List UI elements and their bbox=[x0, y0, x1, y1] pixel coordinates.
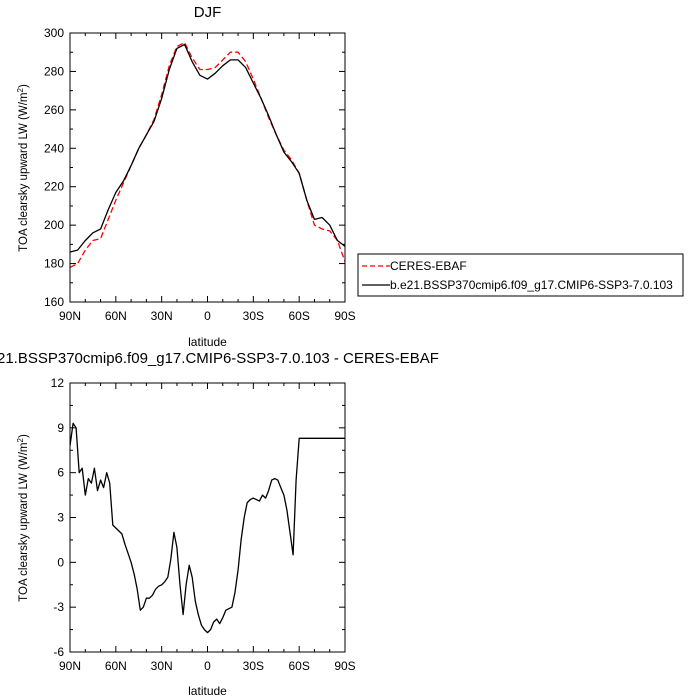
top-panel: DJF 90N 60N 30N 0 30S 60S 90S 160 180 200 220 240 26… bbox=[16, 4, 684, 349]
top-y-axis-label: TOA clearsky upward LW (W/m2) bbox=[16, 84, 30, 252]
bottom-x-tick-label: 90S bbox=[334, 659, 355, 673]
top-y-tick-label: 260 bbox=[44, 103, 64, 117]
bottom-y-tick-label: 0 bbox=[57, 555, 64, 569]
top-y-tick-label: 160 bbox=[44, 295, 64, 309]
legend-label-ceres: CERES-EBAF bbox=[390, 259, 467, 273]
bottom-x-axis-label: latitude bbox=[188, 684, 227, 698]
top-y-tick-label: 220 bbox=[44, 180, 64, 194]
top-x-tick-label: 30S bbox=[243, 309, 264, 323]
top-plot-area: 90N 60N 30N 0 30S 60S 90S 160 180 200 220 240 260 280… bbox=[44, 26, 356, 323]
bottom-panel: b.e21.BSSP370cmip6.f09_g17.CMIP6-SSP3-7.… bbox=[0, 350, 439, 698]
bottom-y-tick-label: -3 bbox=[53, 600, 64, 614]
top-y-tick-label: 300 bbox=[44, 26, 64, 40]
top-x-tick-label: 90S bbox=[334, 309, 355, 323]
bottom-y-tick-label: 3 bbox=[57, 511, 64, 525]
legend-box bbox=[357, 253, 684, 297]
top-x-tick-label: 60N bbox=[105, 309, 127, 323]
bottom-y-tick-label: 9 bbox=[57, 421, 64, 435]
bottom-x-tick-label: 0 bbox=[204, 659, 211, 673]
top-y-tick-label: 240 bbox=[44, 141, 64, 155]
bottom-x-tick-label: 60S bbox=[288, 659, 309, 673]
top-chart-title: DJF bbox=[194, 4, 222, 21]
bottom-y-axis-label: TOA clearsky upward LW (W/m2) bbox=[16, 434, 30, 602]
bottom-y-tick-label: -6 bbox=[53, 645, 64, 659]
legend-entry-model: b.e21.BSSP370cmip6.f09_g17.CMIP6-SSP3-7.… bbox=[362, 278, 673, 292]
bottom-chart-title: b.e21.BSSP370cmip6.f09_g17.CMIP6-SSP3-7.… bbox=[0, 350, 439, 367]
bottom-plot-area: 90N 60N 30N 0 30S 60S 90S -6 -3 0 3 6 9 12 bbox=[51, 376, 356, 673]
top-x-tick-label: 0 bbox=[204, 309, 211, 323]
bottom-plot-frame bbox=[69, 382, 346, 653]
top-series-line-1 bbox=[70, 43, 345, 253]
top-plot-frame bbox=[69, 32, 346, 303]
top-y-tick-label: 200 bbox=[44, 218, 64, 232]
legend: CERES-EBAF b.e21.BSSP370cmip6.f09_g17.CM… bbox=[357, 253, 684, 297]
bottom-y-tick-label: 6 bbox=[57, 466, 64, 480]
top-x-tick-label: 30N bbox=[151, 309, 173, 323]
legend-label-model: b.e21.BSSP370cmip6.f09_g17.CMIP6-SSP3-7.… bbox=[390, 278, 673, 292]
bottom-y-tick-label: 12 bbox=[51, 376, 65, 390]
bottom-series-line-0-difference bbox=[70, 422, 345, 634]
top-x-tick-label: 90N bbox=[59, 309, 81, 323]
bottom-x-tick-label: 30S bbox=[243, 659, 264, 673]
top-x-tick-label: 60S bbox=[288, 309, 309, 323]
top-series-line-0 bbox=[70, 41, 345, 268]
bottom-x-tick-label: 30N bbox=[151, 659, 173, 673]
top-x-axis-label: latitude bbox=[188, 335, 227, 349]
legend-entry-ceres: CERES-EBAF bbox=[362, 259, 467, 273]
top-y-tick-label: 180 bbox=[44, 257, 64, 271]
bottom-x-tick-label: 90N bbox=[59, 659, 81, 673]
bottom-x-tick-label: 60N bbox=[105, 659, 127, 673]
top-y-tick-label: 280 bbox=[44, 64, 64, 78]
